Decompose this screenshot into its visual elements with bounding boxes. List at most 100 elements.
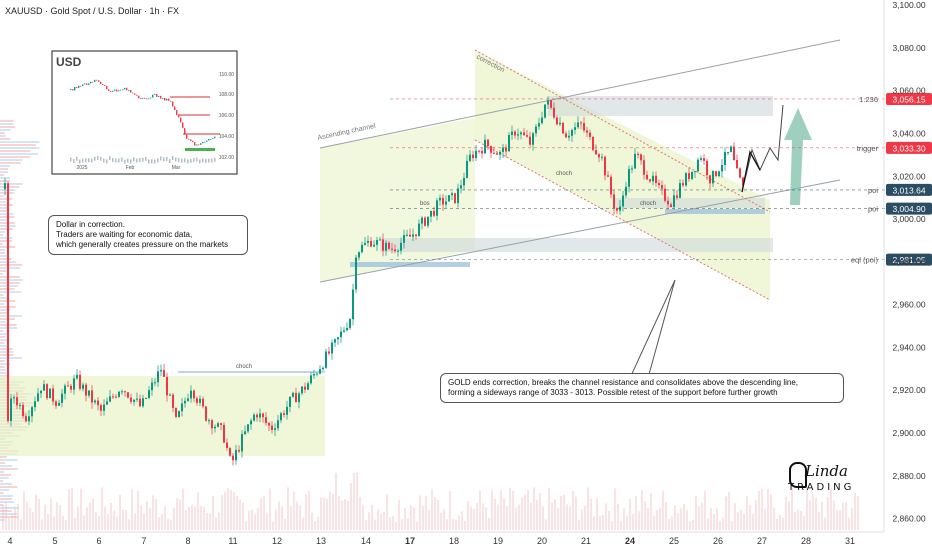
y-tick-label: 3,100.00: [892, 0, 925, 10]
x-tick-label: 27: [757, 536, 767, 546]
inset-volume-bar: [196, 157, 198, 162]
candle-body: [622, 195, 624, 207]
candle-body: [466, 160, 468, 178]
volume-bar: [764, 508, 766, 530]
volume-bar: [398, 500, 400, 530]
logo-line1: Linda: [805, 462, 848, 480]
volume-profile-bar: [0, 186, 20, 188]
candle-body: [130, 397, 132, 402]
candle-body: [400, 242, 402, 251]
candle-body: [151, 382, 153, 391]
volume-profile-bar: [0, 282, 20, 284]
candle-body: [637, 153, 639, 155]
inset-candle: [84, 83, 86, 85]
candle-body: [433, 210, 435, 216]
candle-body: [355, 257, 357, 290]
volume-profile-bar: [0, 492, 4, 494]
inset-volume-bar: [76, 156, 78, 161]
candle-body: [454, 193, 456, 204]
volume-bar: [332, 493, 334, 530]
volume-bar: [41, 519, 43, 530]
candle-body: [160, 370, 162, 372]
inset-volume-bar: [139, 157, 141, 162]
volume-bar: [572, 491, 574, 530]
candle-body: [82, 384, 84, 389]
candle-body: [115, 396, 117, 398]
price-level-value: 3,056.15: [892, 94, 925, 104]
volume-profile-bar: [0, 330, 4, 332]
volume-bar: [323, 497, 325, 530]
inset-volume-bar: [88, 158, 90, 163]
volume-profile-bar: [0, 141, 40, 143]
candle-body: [685, 173, 687, 186]
target-zone: [548, 96, 773, 116]
candle-body: [190, 390, 192, 399]
volume-profile-bar: [0, 129, 11, 131]
candle-body: [250, 420, 252, 425]
candle-body: [265, 417, 267, 423]
candle-body: [13, 397, 15, 399]
volume-bar: [665, 502, 667, 530]
volume-bar: [698, 506, 700, 530]
inset-candle: [160, 95, 162, 99]
x-tick-label: 18: [449, 536, 459, 546]
volume-bar: [527, 489, 529, 530]
inset-candle: [162, 97, 164, 99]
inset-candle: [150, 97, 152, 99]
inset-volume-bar: [154, 159, 156, 164]
candle-body: [229, 448, 231, 456]
volume-bar: [131, 489, 133, 530]
candle-body: [184, 400, 186, 404]
inset-volume-bar: [172, 156, 174, 161]
volume-profile-bar: [0, 501, 14, 503]
candle-body: [571, 129, 573, 136]
volume-bar: [122, 509, 124, 530]
volume-bar: [575, 496, 577, 530]
candle-body: [478, 150, 480, 152]
price-level-badge: [886, 141, 932, 154]
volume-profile-bar: [0, 315, 22, 317]
volume-bar: [734, 503, 736, 530]
candle-body: [349, 319, 351, 328]
volume-bar: [428, 510, 430, 530]
y-tick-label: 3,040.00: [892, 129, 925, 139]
volume-bar: [530, 502, 532, 530]
volume-bar: [836, 510, 838, 530]
volume-bar: [494, 498, 496, 530]
volume-profile-bar: [0, 243, 4, 245]
x-tick-label: 28: [801, 536, 811, 546]
candle-body: [613, 194, 615, 209]
volume-bar: [65, 520, 67, 530]
x-tick-label: 20: [537, 536, 547, 546]
volume-profile-bar: [0, 519, 5, 521]
candle-body: [736, 159, 738, 169]
volume-bar: [242, 502, 244, 530]
inset-candle: [76, 86, 78, 88]
inset-volume-bar: [127, 158, 129, 163]
candle-body: [61, 393, 63, 403]
choch-label: choch: [556, 171, 572, 177]
candle-body: [697, 159, 699, 172]
volume-bar: [626, 515, 628, 530]
candle-body: [664, 188, 666, 201]
candle-body: [643, 160, 645, 175]
volume-bar: [506, 505, 508, 530]
volume-bar: [782, 517, 784, 530]
candle-body: [88, 390, 90, 396]
inset-volume-bar: [115, 158, 117, 163]
volume-bar: [602, 514, 604, 530]
volume-bar: [503, 498, 505, 530]
volume-bar: [455, 519, 457, 530]
candle-body: [352, 289, 354, 320]
candle-body: [292, 392, 294, 397]
volume-bar: [467, 500, 469, 530]
volume-bar: [50, 498, 52, 530]
volume-bar: [533, 487, 535, 530]
inset-volume-bar: [85, 158, 87, 163]
candle-body: [592, 136, 594, 151]
candle-body: [226, 442, 228, 449]
volume-bar: [326, 498, 328, 530]
volume-bar: [668, 519, 670, 530]
volume-profile-bar: [0, 510, 12, 512]
